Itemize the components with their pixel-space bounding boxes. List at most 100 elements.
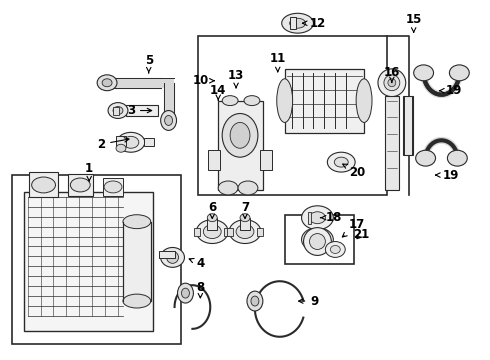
Bar <box>144 138 154 146</box>
Ellipse shape <box>378 69 406 96</box>
Ellipse shape <box>104 181 122 193</box>
Ellipse shape <box>108 103 128 118</box>
Ellipse shape <box>414 65 434 81</box>
Text: 17: 17 <box>343 218 365 237</box>
Ellipse shape <box>123 136 139 148</box>
Bar <box>207 218 217 230</box>
Ellipse shape <box>161 111 176 130</box>
Text: 15: 15 <box>406 13 422 32</box>
Bar <box>224 228 230 235</box>
Bar <box>113 107 119 114</box>
Ellipse shape <box>244 96 260 105</box>
Bar <box>403 96 413 155</box>
Text: 13: 13 <box>228 69 244 88</box>
Text: 19: 19 <box>436 168 459 181</box>
Ellipse shape <box>196 220 228 243</box>
Ellipse shape <box>229 220 261 243</box>
Ellipse shape <box>230 122 250 148</box>
Ellipse shape <box>161 247 184 267</box>
Ellipse shape <box>238 181 258 195</box>
Ellipse shape <box>251 296 259 306</box>
Ellipse shape <box>277 79 293 122</box>
Ellipse shape <box>181 288 190 298</box>
Bar <box>285 215 354 264</box>
Bar <box>29 172 58 197</box>
Ellipse shape <box>203 225 221 239</box>
Bar <box>195 228 200 235</box>
Ellipse shape <box>416 150 436 166</box>
Ellipse shape <box>167 251 178 264</box>
Ellipse shape <box>310 212 325 224</box>
Ellipse shape <box>290 18 306 28</box>
Bar <box>308 234 312 246</box>
Ellipse shape <box>218 181 238 195</box>
Ellipse shape <box>32 177 55 193</box>
Bar <box>257 228 263 235</box>
Ellipse shape <box>301 206 333 230</box>
Bar <box>240 218 250 230</box>
Bar <box>308 212 312 224</box>
Ellipse shape <box>116 144 126 152</box>
Text: 6: 6 <box>208 201 217 219</box>
Ellipse shape <box>334 157 348 167</box>
Bar <box>385 96 399 190</box>
Bar <box>116 136 126 146</box>
Text: 14: 14 <box>210 84 226 100</box>
Bar <box>290 17 295 29</box>
Ellipse shape <box>71 178 90 192</box>
Text: 18: 18 <box>320 211 343 224</box>
Text: 11: 11 <box>270 53 286 72</box>
Bar <box>123 222 151 301</box>
Text: 10: 10 <box>192 74 214 87</box>
Bar <box>159 251 174 258</box>
Ellipse shape <box>97 75 117 91</box>
Ellipse shape <box>177 283 194 303</box>
Ellipse shape <box>236 225 254 239</box>
Ellipse shape <box>449 65 469 81</box>
Ellipse shape <box>388 79 396 87</box>
Ellipse shape <box>165 116 172 125</box>
Ellipse shape <box>207 214 217 222</box>
Ellipse shape <box>113 107 123 114</box>
Bar <box>198 36 387 195</box>
Ellipse shape <box>447 150 467 166</box>
Ellipse shape <box>117 132 145 152</box>
Ellipse shape <box>102 79 112 87</box>
Bar <box>24 192 153 331</box>
Text: 19: 19 <box>440 84 462 97</box>
Text: 16: 16 <box>384 66 400 82</box>
Text: 20: 20 <box>343 164 365 179</box>
Ellipse shape <box>310 234 325 249</box>
Bar <box>227 228 233 235</box>
Bar <box>69 174 93 196</box>
Ellipse shape <box>222 96 238 105</box>
Ellipse shape <box>247 291 263 311</box>
Ellipse shape <box>356 79 372 122</box>
Bar <box>285 69 364 133</box>
Bar <box>208 150 220 170</box>
Text: 4: 4 <box>189 257 204 270</box>
Text: 5: 5 <box>145 54 153 73</box>
Text: 1: 1 <box>85 162 93 181</box>
Ellipse shape <box>303 228 331 255</box>
Ellipse shape <box>310 234 325 246</box>
Bar <box>103 178 123 196</box>
Ellipse shape <box>123 215 151 229</box>
Bar <box>161 78 173 88</box>
Ellipse shape <box>330 246 340 253</box>
Text: 7: 7 <box>241 201 249 219</box>
Text: 21: 21 <box>353 228 369 241</box>
Ellipse shape <box>240 214 250 222</box>
Ellipse shape <box>325 242 345 257</box>
Bar <box>12 175 180 344</box>
Ellipse shape <box>384 75 400 91</box>
Bar <box>260 150 272 170</box>
Bar <box>126 105 158 117</box>
Ellipse shape <box>282 13 314 33</box>
Bar <box>218 100 263 190</box>
Ellipse shape <box>301 228 333 251</box>
Text: 2: 2 <box>97 138 129 151</box>
Text: 9: 9 <box>298 294 318 307</box>
Text: 8: 8 <box>196 281 204 298</box>
Text: 3: 3 <box>127 104 152 117</box>
